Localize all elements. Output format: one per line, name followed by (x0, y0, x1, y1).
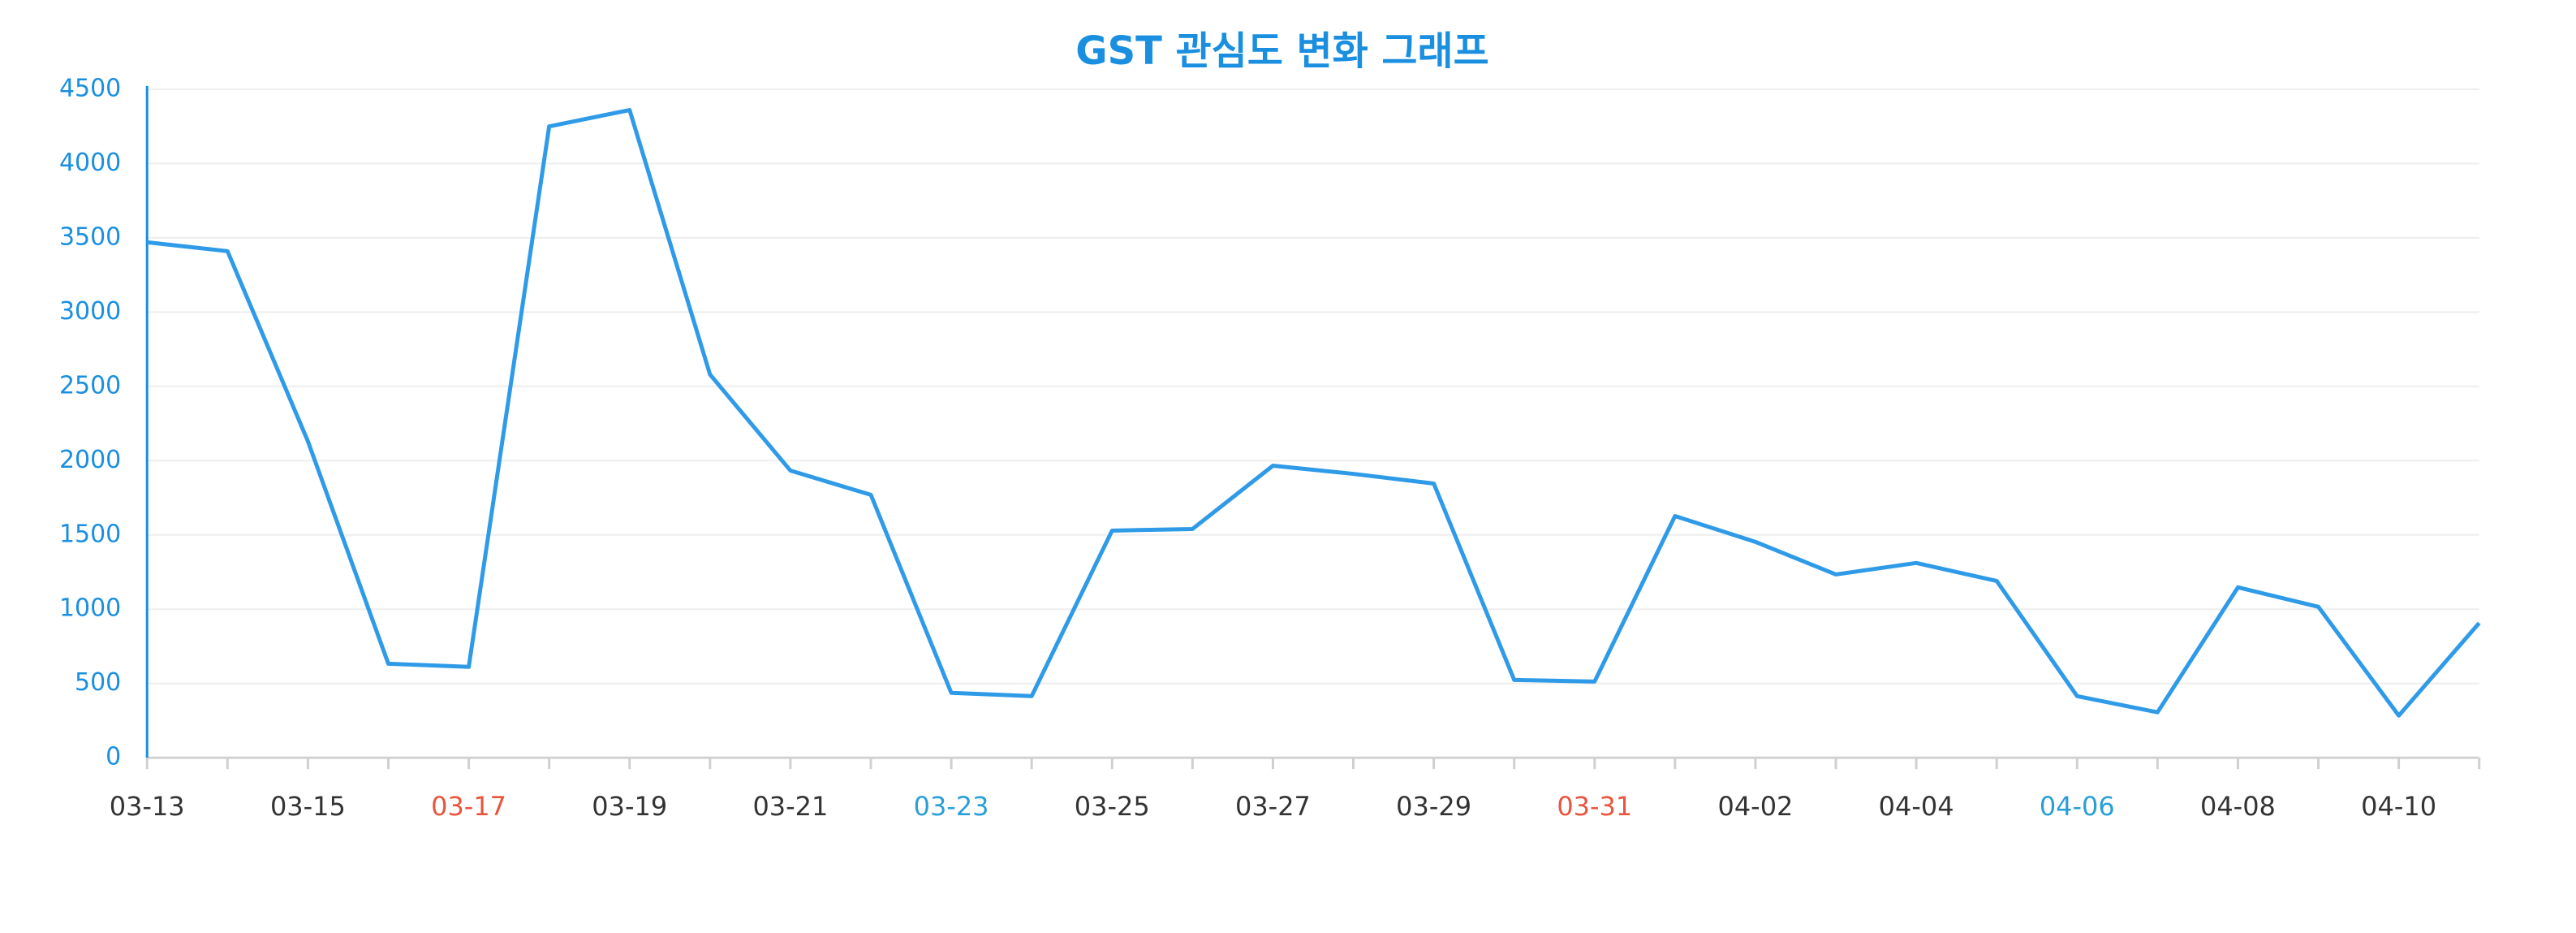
y-tick-label: 2500 (59, 371, 121, 400)
line-series (146, 108, 2481, 718)
y-tick-label: 1000 (59, 594, 121, 623)
x-tick-label: 04-08 (2200, 791, 2276, 822)
y-tick-label: 4500 (59, 74, 121, 102)
y-tick-label: 2000 (59, 446, 121, 474)
y-tick-label: 1500 (59, 520, 121, 548)
x-tick-label: 03-25 (1075, 791, 1150, 822)
x-tick-label: 03-23 (914, 791, 989, 822)
x-tick-label: 03-29 (1396, 791, 1471, 822)
y-tick-label: 3000 (59, 297, 121, 326)
x-tick-label: 03-19 (592, 791, 667, 822)
y-tick-label: 3500 (59, 222, 121, 251)
x-tick-label: 04-10 (2361, 791, 2436, 822)
chart-title: GST 관심도 변화 그래프 (1075, 28, 1488, 74)
x-tick-label: 03-27 (1235, 791, 1311, 822)
y-tick-label: 0 (106, 743, 121, 771)
y-tick-label: 4000 (59, 149, 121, 177)
y-tick-label: 500 (75, 668, 121, 697)
x-tick-label: 04-02 (1717, 791, 1793, 822)
x-tick-label: 03-21 (752, 791, 828, 822)
x-tick-label: 03-13 (110, 791, 185, 822)
x-tick-label: 03-15 (270, 791, 346, 822)
x-tick-label: 04-06 (2040, 791, 2115, 822)
x-tick-label: 03-17 (431, 791, 506, 822)
x-tick-label: 03-31 (1557, 791, 1632, 822)
x-tick-label: 04-04 (1879, 791, 1954, 822)
